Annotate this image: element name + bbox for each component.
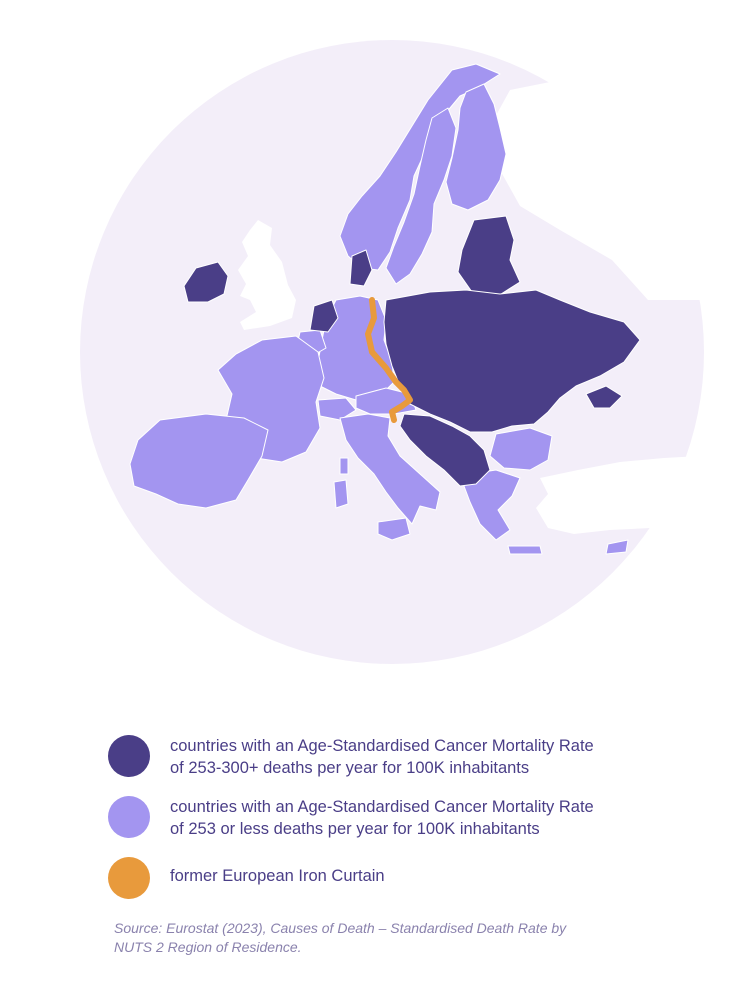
country-russia-west: [488, 80, 700, 300]
no-data-land: [238, 80, 704, 534]
low-rate-countries: [129, 63, 629, 555]
legend-label-line: countries with an Age-Standardised Cance…: [170, 737, 594, 755]
country-bulgaria: [489, 427, 553, 471]
country-turkey: [536, 456, 704, 534]
country-balkans-west: [399, 413, 491, 487]
country-switzerland: [317, 397, 357, 421]
legend: countries with an Age-Standardised Cance…: [108, 733, 708, 912]
legend-swatch-low-rate: [108, 796, 150, 838]
europe-map-svg: [80, 40, 704, 664]
legend-swatch-iron-curtain: [108, 857, 150, 899]
source-line: NUTS 2 Region of Residence.: [114, 939, 302, 955]
country-denmark: [349, 249, 373, 287]
legend-item-iron-curtain: former European Iron Curtain: [108, 855, 708, 899]
country-sardinia: [333, 479, 349, 509]
country-ireland: [183, 261, 229, 303]
legend-item-low-rate: countries with an Age-Standardised Cance…: [108, 794, 708, 838]
country-greece: [463, 469, 521, 541]
source-line: Source: Eurostat (2023), Causes of Death…: [114, 920, 567, 936]
legend-item-high-rate: countries with an Age-Standardised Cance…: [108, 733, 708, 777]
europe-map: [80, 40, 704, 664]
legend-label-line: of 253-300+ deaths per year for 100K inh…: [170, 759, 530, 777]
country-finland: [445, 83, 507, 211]
country-baltics: [457, 215, 521, 297]
country-united-kingdom: [238, 220, 296, 330]
country-cyprus: [605, 539, 629, 555]
legend-label-low-rate: countries with an Age-Standardised Cance…: [170, 796, 594, 840]
country-crete: [507, 545, 543, 555]
legend-label-line: countries with an Age-Standardised Cance…: [170, 798, 594, 816]
legend-label-line: former European Iron Curtain: [170, 867, 385, 885]
country-iberia: [129, 413, 269, 509]
country-sweden: [385, 107, 457, 285]
legend-label-iron-curtain: former European Iron Curtain: [170, 865, 385, 887]
country-italy: [339, 413, 441, 525]
legend-label-line: of 253 or less deaths per year for 100K …: [170, 820, 540, 838]
iron-curtain-line: [365, 297, 413, 423]
legend-label-high-rate: countries with an Age-Standardised Cance…: [170, 735, 594, 779]
source-citation: Source: Eurostat (2023), Causes of Death…: [114, 919, 674, 957]
high-rate-countries: [183, 215, 641, 487]
country-sicily: [377, 517, 411, 541]
legend-swatch-high-rate: [108, 735, 150, 777]
country-crimea: [585, 385, 623, 409]
country-netherlands: [309, 299, 339, 333]
country-corsica: [339, 457, 349, 475]
